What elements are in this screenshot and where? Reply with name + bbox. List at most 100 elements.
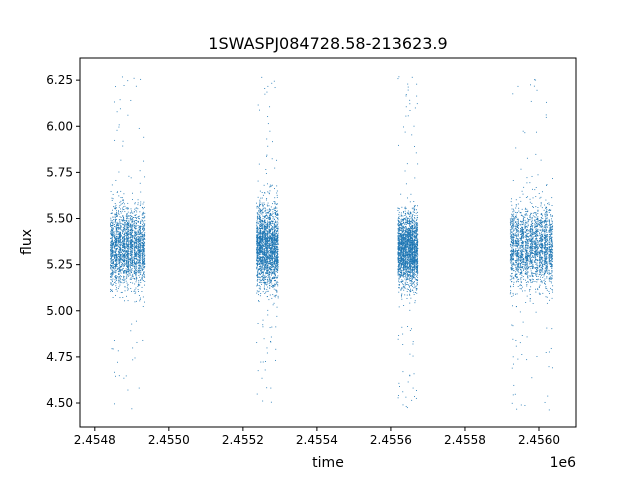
data-point (124, 220, 126, 222)
data-point (263, 252, 265, 254)
data-point (123, 241, 124, 243)
data-point (256, 274, 258, 276)
data-point (271, 223, 273, 225)
data-point (131, 253, 133, 255)
data-point (274, 255, 276, 257)
data-point (273, 243, 275, 245)
data-point (260, 228, 262, 230)
data-point (120, 253, 122, 255)
data-point (132, 241, 134, 243)
data-point (133, 248, 135, 250)
data-point (132, 264, 134, 265)
data-point (142, 255, 144, 257)
data-point (131, 220, 133, 222)
data-point (126, 215, 128, 217)
data-point (269, 278, 271, 280)
data-point (256, 265, 258, 266)
data-point (261, 240, 263, 242)
data-point (139, 273, 141, 275)
data-point (267, 223, 268, 224)
data-point (118, 238, 120, 240)
data-point (123, 242, 125, 244)
data-point (115, 86, 116, 88)
data-point (272, 228, 274, 230)
data-point (270, 340, 271, 342)
data-point (122, 263, 124, 265)
data-point (111, 260, 113, 262)
data-point (133, 240, 135, 242)
data-point (139, 271, 141, 273)
data-point (123, 217, 125, 219)
data-point (269, 277, 271, 278)
data-point (142, 269, 144, 270)
data-point (273, 245, 275, 247)
data-point (114, 251, 116, 253)
data-point (121, 76, 123, 78)
data-point (140, 229, 142, 231)
data-point (122, 238, 123, 240)
data-point (258, 206, 260, 208)
data-point (270, 255, 272, 257)
data-point (143, 225, 145, 227)
data-point (260, 260, 261, 262)
data-point (124, 246, 126, 248)
data-point (134, 224, 136, 226)
data-point (262, 251, 264, 253)
data-point (256, 252, 258, 254)
data-point (409, 269, 411, 271)
data-point (134, 233, 136, 234)
data-point (258, 258, 260, 260)
data-point (259, 227, 261, 229)
data-point (277, 285, 279, 287)
data-point (115, 207, 117, 209)
data-point (114, 234, 116, 236)
data-point (269, 279, 271, 281)
data-point (111, 250, 113, 252)
data-point (127, 249, 129, 251)
data-point (269, 228, 271, 230)
data-point (274, 268, 276, 270)
data-point (275, 251, 277, 253)
data-point (115, 252, 116, 254)
data-point (407, 217, 409, 219)
data-point (115, 260, 117, 262)
data-point (268, 236, 270, 238)
data-point (261, 270, 262, 272)
data-point (131, 290, 132, 292)
data-point (114, 270, 116, 272)
data-point (140, 78, 142, 80)
data-point (266, 262, 268, 264)
data-point (264, 220, 266, 222)
data-point (398, 265, 400, 267)
data-point (122, 250, 124, 251)
data-point (267, 209, 269, 211)
data-point (114, 260, 116, 262)
data-point (269, 250, 271, 252)
data-point (266, 218, 268, 219)
data-point (118, 260, 120, 262)
data-point (115, 375, 116, 377)
data-point (111, 226, 113, 228)
data-point (120, 244, 121, 246)
data-point (276, 266, 278, 268)
data-point (270, 185, 272, 187)
data-point (271, 233, 272, 235)
data-point (142, 221, 144, 223)
data-point (275, 256, 277, 258)
data-point (122, 231, 124, 233)
data-point (129, 258, 131, 260)
data-point (130, 228, 132, 230)
data-point (277, 259, 279, 261)
data-point (260, 269, 262, 271)
data-point (260, 197, 262, 199)
data-point (128, 237, 130, 238)
data-point (113, 262, 114, 264)
data-point (135, 245, 137, 247)
data-point (272, 271, 273, 273)
data-point (140, 203, 142, 205)
data-point (143, 234, 145, 236)
data-point (117, 255, 119, 257)
data-point (143, 236, 145, 238)
data-point (413, 263, 415, 265)
data-point (112, 284, 114, 286)
